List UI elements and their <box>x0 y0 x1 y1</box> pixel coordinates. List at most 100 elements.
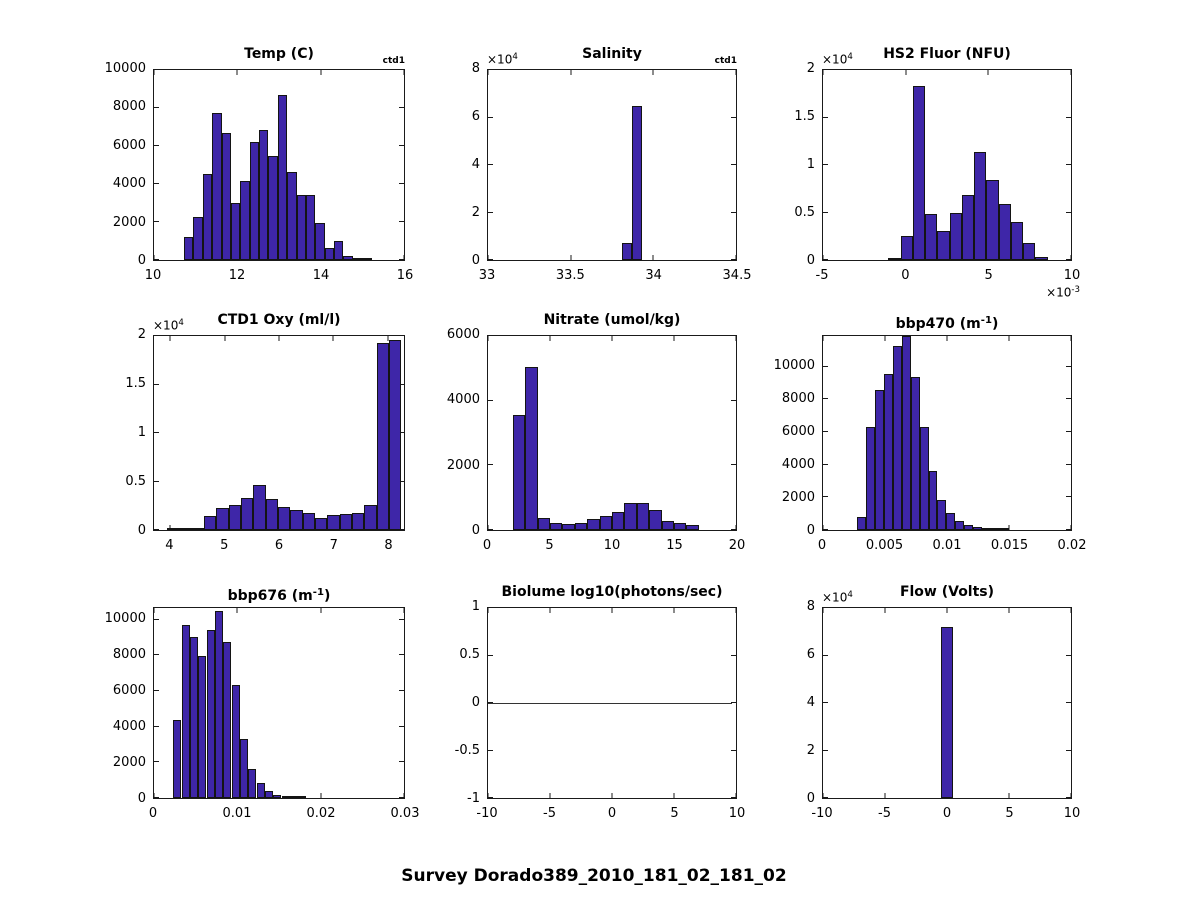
x-tick-label: 5 <box>545 538 554 553</box>
y-tick <box>731 259 736 260</box>
histogram-bar <box>324 247 334 260</box>
x-tick <box>320 608 322 613</box>
x-tick <box>153 608 155 613</box>
y-tick <box>1066 529 1071 530</box>
x-tick-label: 0.015 <box>990 538 1029 553</box>
y-tick <box>1066 797 1071 798</box>
histogram-bar <box>240 181 250 260</box>
y-tick-label: -0.5 <box>454 743 480 758</box>
y-tick <box>154 529 159 530</box>
x-tick-label: 10 <box>144 268 162 283</box>
histogram-bar <box>883 373 893 530</box>
x-tick-label: 0.005 <box>865 538 904 553</box>
x-tick-label: 0.01 <box>222 806 252 821</box>
y-tick <box>823 398 828 400</box>
y-tick-label: -1 <box>467 791 480 806</box>
y-tick <box>1066 496 1071 498</box>
histogram-bar <box>364 505 377 530</box>
y-axis-exponent: ×104 <box>822 590 853 605</box>
y-tick <box>823 211 828 213</box>
histogram-bar <box>925 214 938 260</box>
y-tick-label: 2000 <box>446 457 480 473</box>
y-tick <box>1066 398 1071 400</box>
y-tick <box>488 116 493 118</box>
x-tick <box>1070 608 1072 613</box>
x-tick-label: 0 <box>942 806 952 821</box>
x-tick <box>1070 255 1072 260</box>
x-tick <box>673 793 675 798</box>
y-tick <box>399 618 404 620</box>
y-tick-label: 0 <box>806 791 815 806</box>
y-tick <box>154 383 159 385</box>
subplot-hs2-fluor: -5 0 5 10 0 0.5 1 1.5 2 HS2 Fluor (NFU) ×104 ×10-3 <box>794 46 1080 299</box>
y-tick-label: 0 <box>471 253 480 268</box>
y-tick <box>823 259 828 260</box>
y-tick <box>1066 69 1071 70</box>
x-tick <box>1070 793 1072 798</box>
histogram-bar <box>940 627 954 798</box>
y-tick-label: 4000 <box>112 176 146 192</box>
y-tick <box>823 607 828 608</box>
y-tick-label: 0 <box>137 253 146 268</box>
histogram-bar <box>327 514 340 530</box>
histogram-bar <box>265 499 279 530</box>
x-tick-label: 7 <box>329 538 338 553</box>
y-tick <box>399 725 404 727</box>
y-axis-exponent: ×104 <box>153 318 184 333</box>
y-tick <box>1066 702 1071 703</box>
histogram-bar <box>253 485 266 530</box>
histogram-bar <box>961 195 975 260</box>
histogram-bar <box>223 641 232 798</box>
y-tick-label: 8000 <box>112 99 146 115</box>
histogram-bar <box>264 791 274 798</box>
y-tick <box>1066 430 1071 432</box>
histogram-bar <box>198 656 207 798</box>
x-tick <box>487 608 489 613</box>
x-tick <box>946 608 948 613</box>
y-tick-label: 2 <box>137 327 146 342</box>
histogram-bar <box>537 517 550 530</box>
histogram-bar <box>298 796 307 798</box>
x-tick-label: 5 <box>670 806 679 821</box>
y-tick <box>823 797 828 798</box>
y-tick <box>1066 463 1071 465</box>
x-tick-label: -10 <box>811 806 833 821</box>
x-tick <box>278 336 280 341</box>
y-tick <box>1066 116 1071 118</box>
y-tick <box>399 689 404 691</box>
x-tick <box>735 336 737 341</box>
histogram-bar <box>587 518 600 530</box>
x-tick <box>549 608 551 613</box>
y-tick <box>731 797 736 798</box>
subplot-title: Temp (C) <box>244 46 314 62</box>
y-tick <box>823 430 828 432</box>
x-tick-label: 10 <box>1063 268 1081 283</box>
y-tick-label: 4 <box>471 157 480 172</box>
histogram-bar <box>892 345 902 530</box>
x-tick <box>884 608 886 613</box>
y-tick <box>399 107 404 108</box>
x-tick <box>735 525 737 530</box>
y-tick <box>154 689 159 691</box>
y-tick-label: 6000 <box>112 682 146 698</box>
histogram-bar <box>999 528 1009 530</box>
y-tick <box>731 607 736 608</box>
y-tick-label: 1.5 <box>794 109 815 124</box>
x-tick <box>905 70 907 75</box>
x-tick <box>387 336 389 341</box>
histogram-bar <box>562 524 575 530</box>
histogram-bar <box>278 507 291 530</box>
x-tick-label: 0 <box>607 806 617 821</box>
y-tick-label: 8 <box>471 61 480 76</box>
x-tick <box>570 255 572 260</box>
histogram-bar <box>179 528 192 530</box>
y-tick <box>154 183 159 184</box>
x-tick <box>1008 793 1010 798</box>
y-tick <box>731 749 736 751</box>
y-tick-label: 1.5 <box>125 376 146 391</box>
histogram-bar <box>249 142 259 260</box>
y-tick-label: 0 <box>471 523 480 538</box>
histogram-bar <box>389 339 402 530</box>
x-tick-label: 4 <box>165 538 174 553</box>
y-tick-label: 2 <box>806 743 815 758</box>
